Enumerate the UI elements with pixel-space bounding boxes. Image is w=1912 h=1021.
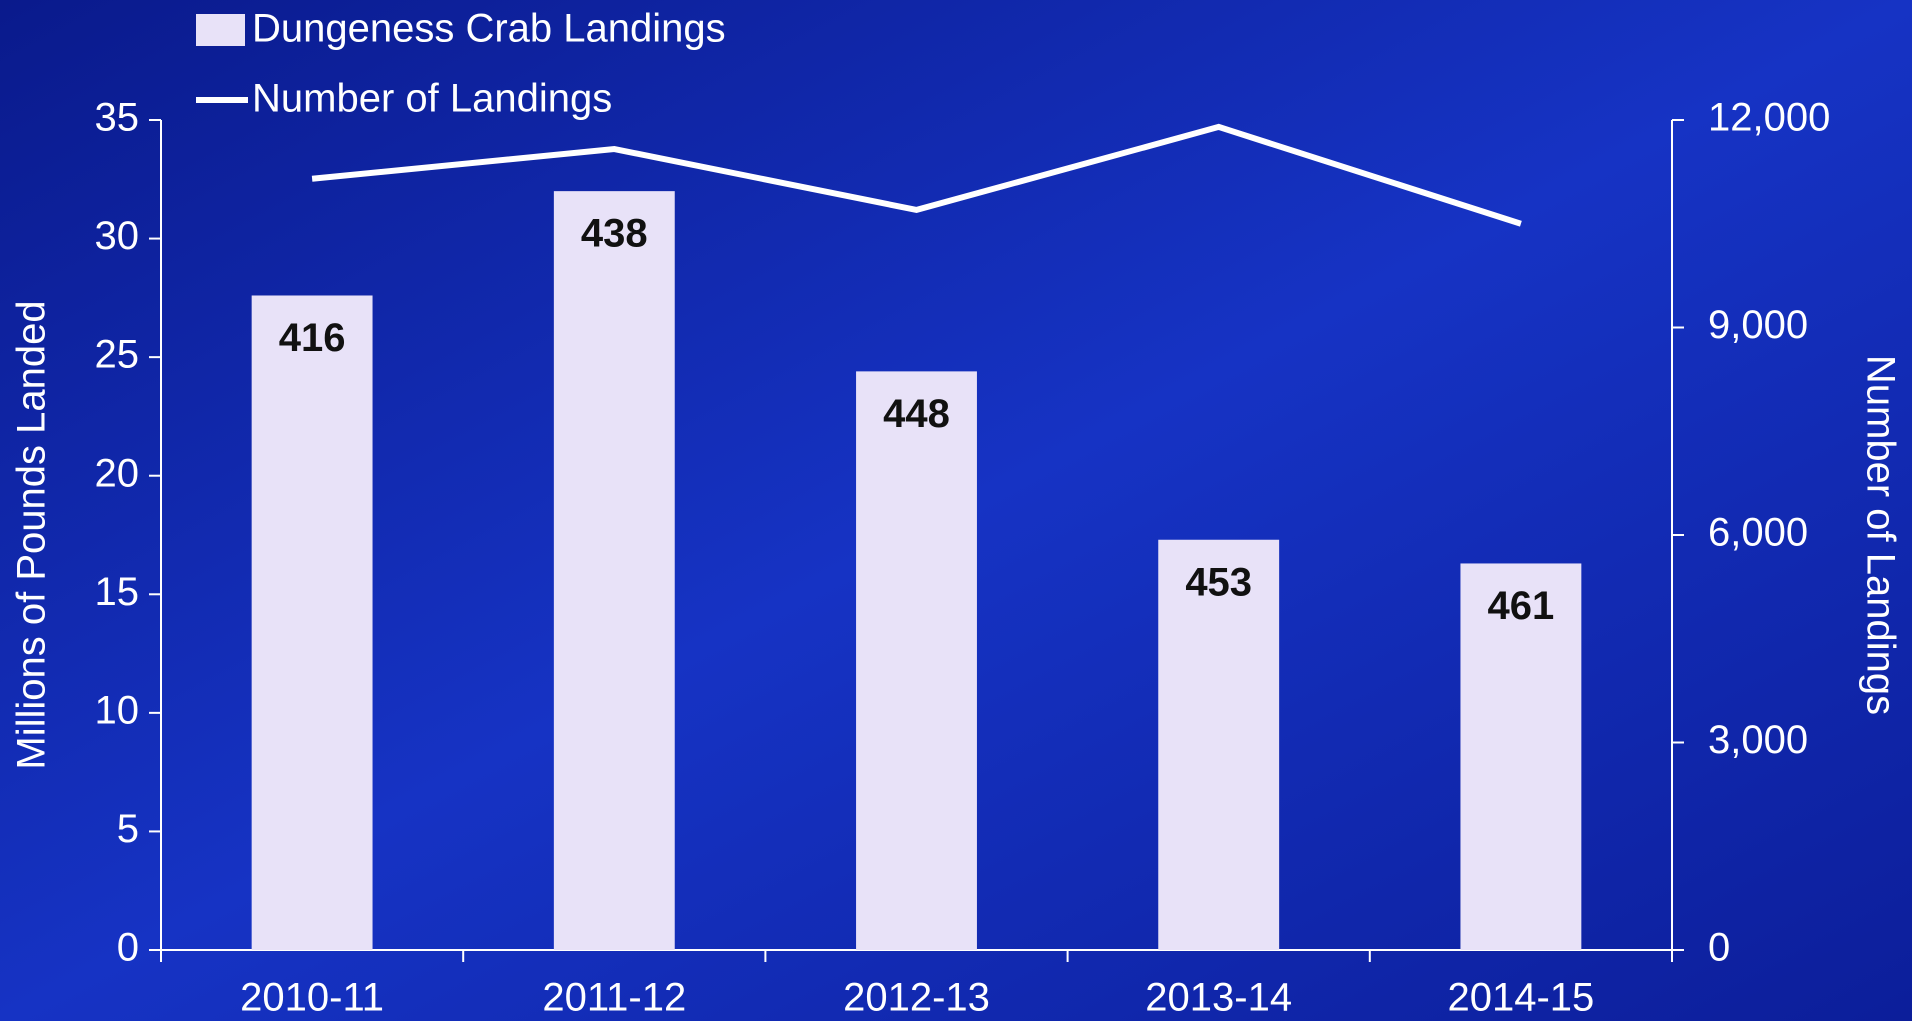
y2-tick-label: 3,000: [1708, 718, 1808, 762]
y-tick-label: 0: [117, 926, 139, 970]
legend-label: Dungeness Crab Landings: [252, 7, 726, 51]
x-tick-label: 2013-14: [1145, 976, 1292, 1020]
y2-tick-label: 6,000: [1708, 511, 1808, 555]
y2-tick-label: 9,000: [1708, 303, 1808, 347]
x-tick-label: 2012-13: [843, 976, 990, 1020]
bar-label: 416: [279, 316, 346, 360]
bar: [251, 295, 373, 950]
legend-label: Number of Landings: [252, 77, 612, 121]
legend-swatch: [196, 14, 245, 46]
bar-label: 438: [581, 212, 648, 256]
y2-axis-title: Number of Landings: [1858, 355, 1902, 715]
y-tick-label: 30: [95, 214, 140, 258]
y-tick-label: 10: [95, 688, 140, 732]
y-tick-label: 25: [95, 333, 140, 377]
bar-label: 448: [883, 392, 950, 436]
y-tick-label: 5: [117, 807, 139, 851]
y-tick-label: 35: [95, 96, 140, 140]
x-tick-label: 2011-12: [542, 976, 686, 1020]
bar-label: 453: [1185, 560, 1252, 604]
bar: [856, 371, 977, 950]
y2-tick-label: 0: [1708, 926, 1730, 970]
y-tick-label: 20: [95, 451, 140, 495]
x-tick-label: 2010-11: [240, 976, 384, 1020]
y-axis-title: Millions of Pounds Landed: [10, 300, 54, 769]
x-tick-label: 2014-15: [1448, 976, 1595, 1020]
bar: [1460, 563, 1582, 950]
bar-label: 461: [1488, 584, 1555, 628]
bar: [553, 191, 675, 951]
y-tick-label: 15: [95, 570, 140, 614]
bar: [1158, 539, 1280, 950]
y2-tick-label: 12,000: [1708, 96, 1830, 140]
line: [311, 123, 1522, 227]
